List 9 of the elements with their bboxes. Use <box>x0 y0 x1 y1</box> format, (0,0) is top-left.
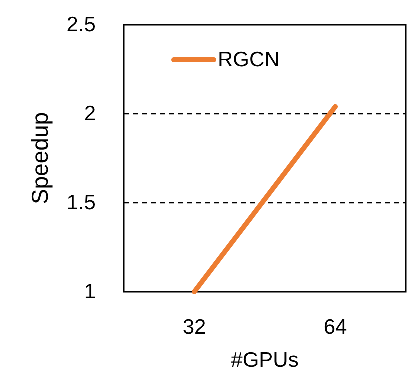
legend-label: RGCN <box>218 48 280 72</box>
x-axis-title: #GPUs <box>231 349 299 372</box>
y-tick-label: 1.5 <box>66 192 96 214</box>
x-tick-label: 32 <box>182 316 206 339</box>
x-tick-label: 64 <box>324 316 348 339</box>
y-axis-title: Speedup <box>27 112 53 205</box>
y-tick-label: 1 <box>84 280 96 304</box>
y-tick-label: 2.5 <box>66 14 96 36</box>
y-tick-label: 2 <box>84 102 96 126</box>
